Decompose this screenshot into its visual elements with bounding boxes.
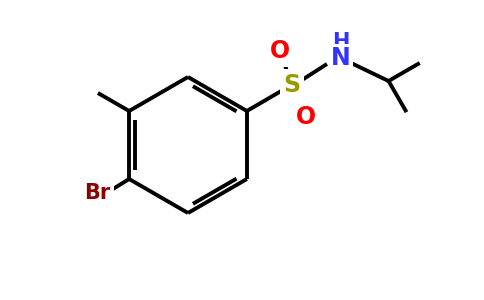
Text: N: N [331,46,351,70]
Text: O: O [270,39,290,63]
Text: S: S [283,73,301,97]
Text: Br: Br [84,183,110,203]
Text: O: O [296,105,316,129]
Text: H: H [333,32,349,52]
